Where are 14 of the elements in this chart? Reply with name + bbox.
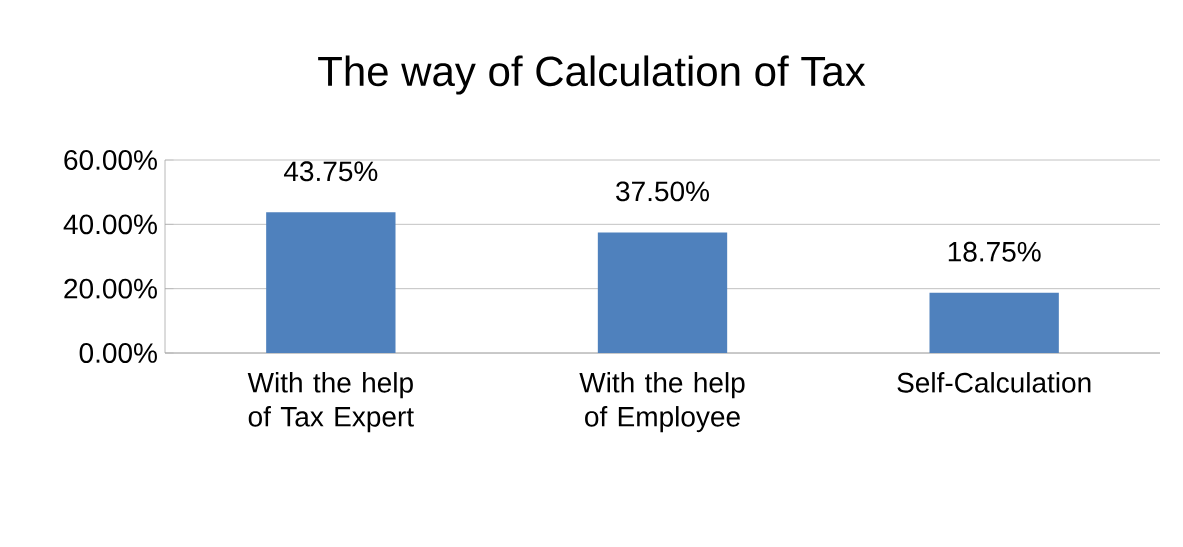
x-tick-label: With the help of Employee	[579, 372, 745, 433]
x-tick-label: With the help of Tax Expert	[247, 372, 414, 433]
bar	[266, 212, 396, 353]
data-label: 37.50%	[616, 181, 709, 202]
y-tick-label: 20.00%	[64, 278, 157, 299]
bar	[929, 292, 1059, 353]
y-tick-label: 60.00%	[64, 150, 157, 170]
y-tick-label: 0.00%	[79, 343, 157, 363]
x-tick-label: Self-Calculation	[897, 372, 1091, 393]
chart-title: The way of Calculation of Tax	[318, 55, 866, 95]
data-label: 18.75%	[948, 241, 1041, 262]
y-tick-label: 40.00%	[63, 214, 157, 235]
data-label: 43.75%	[283, 161, 378, 182]
bar	[597, 232, 728, 353]
